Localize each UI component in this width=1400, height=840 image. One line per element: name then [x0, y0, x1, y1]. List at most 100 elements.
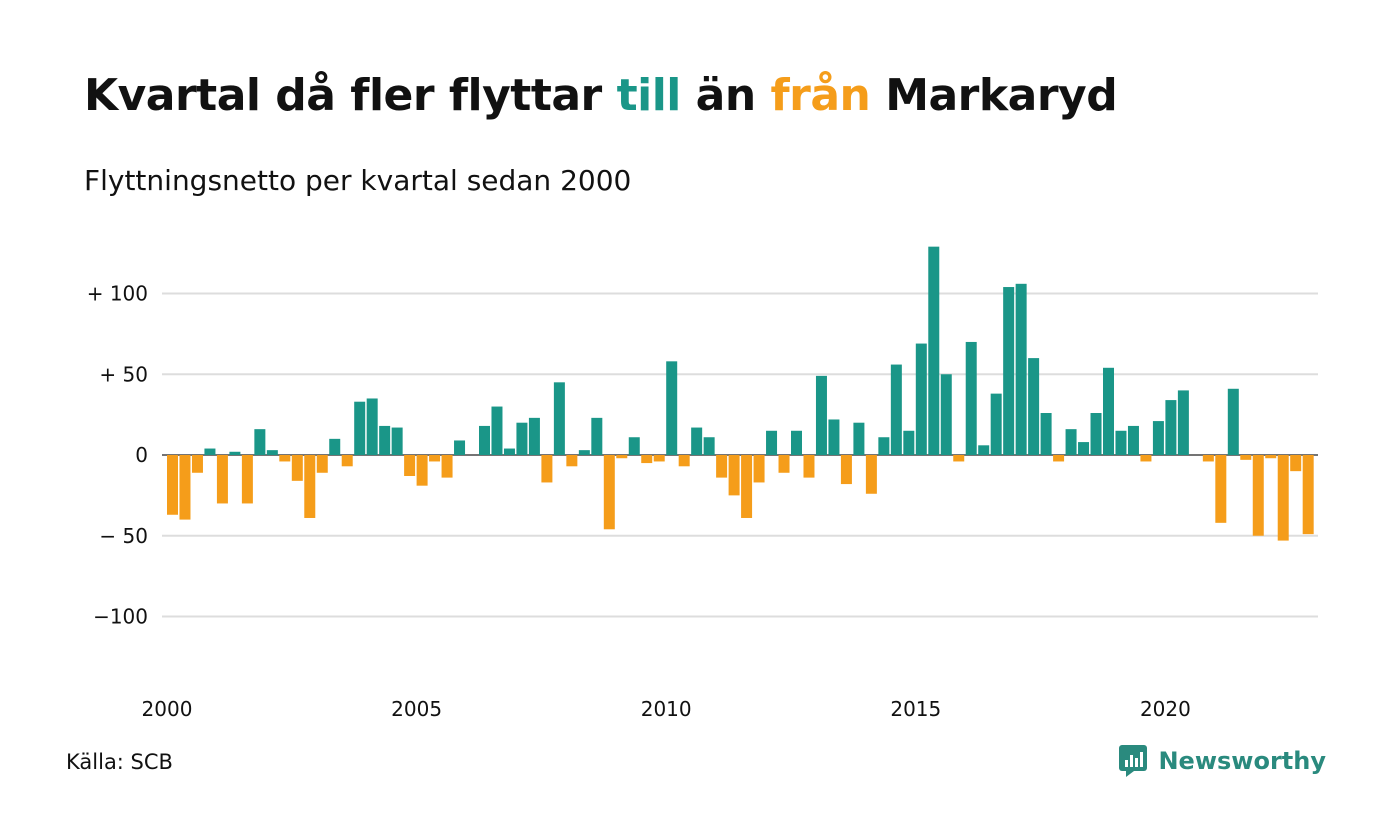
- bar: [691, 427, 703, 455]
- bar: [541, 455, 553, 483]
- bar: [716, 455, 728, 478]
- bar: [1152, 421, 1164, 455]
- bar: [229, 451, 241, 455]
- bar: [503, 448, 515, 455]
- bar: [1252, 455, 1264, 536]
- bar: [241, 455, 253, 504]
- title-till-highlight: till: [616, 70, 682, 121]
- bar: [416, 455, 428, 486]
- y-tick-label: 0: [135, 443, 148, 467]
- bar: [216, 455, 228, 504]
- bar: [341, 455, 353, 467]
- bar: [1103, 367, 1114, 455]
- bar: [803, 455, 815, 478]
- bar: [865, 455, 877, 494]
- bar: [940, 374, 952, 455]
- x-tick-label: 2010: [641, 697, 692, 721]
- bar: [279, 455, 291, 462]
- bar: [666, 361, 678, 455]
- bar: [479, 425, 490, 455]
- bar: [516, 422, 528, 455]
- bar: [815, 375, 827, 456]
- bar: [1065, 429, 1077, 455]
- bar: [1140, 455, 1152, 462]
- bar: [728, 455, 740, 496]
- bar: [965, 341, 977, 455]
- bar: [1265, 455, 1277, 459]
- bar: [890, 364, 902, 455]
- bar: [628, 437, 640, 456]
- bar: [566, 455, 578, 467]
- chart-subtitle: Flyttningsnetto per kvartal sedan 2000: [84, 164, 632, 197]
- bar: [553, 382, 565, 455]
- bar: [266, 450, 278, 455]
- bar: [678, 455, 690, 467]
- bar: [878, 437, 890, 456]
- bar: [1053, 455, 1065, 462]
- bar: [1302, 455, 1314, 535]
- bar: [903, 430, 915, 455]
- bar: [1127, 425, 1139, 455]
- bar: [1040, 413, 1052, 455]
- bar: [1227, 388, 1239, 455]
- bar: [429, 455, 441, 462]
- bar: [1215, 455, 1227, 523]
- bar: [978, 445, 990, 455]
- title-part-3: Markaryd: [870, 70, 1118, 121]
- bar: [591, 417, 603, 456]
- bar: [653, 455, 665, 462]
- bar: [167, 455, 178, 515]
- x-tick-label: 2000: [142, 697, 193, 721]
- bar: [179, 455, 191, 520]
- bar: [928, 246, 940, 455]
- bar: [454, 440, 466, 455]
- y-tick-label: + 50: [99, 362, 148, 386]
- bar: [1277, 455, 1289, 541]
- bar: [578, 450, 590, 455]
- bar: [254, 429, 266, 455]
- axis-label-layer: + 100 + 50 0 − 50 −100 2000 2005 2010 2015 2020: [87, 282, 1191, 722]
- bar: [778, 455, 790, 473]
- bar: [1015, 283, 1027, 455]
- bar: [840, 455, 852, 485]
- bar: [391, 427, 403, 455]
- bar: [329, 438, 341, 455]
- bar: [753, 455, 765, 483]
- bar: [291, 455, 303, 481]
- y-tick-label: − 50: [99, 524, 148, 548]
- bar-layer: [167, 246, 1314, 541]
- x-tick-label: 2005: [391, 697, 442, 721]
- bar: [1177, 390, 1189, 455]
- title-part-2: än: [680, 70, 771, 121]
- bar: [204, 448, 216, 455]
- y-tick-label: −100: [93, 605, 148, 629]
- bar: [366, 398, 378, 455]
- bar: [304, 455, 316, 518]
- bar: [1165, 400, 1177, 455]
- bar: [1240, 455, 1252, 460]
- bar: [1028, 358, 1040, 455]
- bar: [1090, 413, 1102, 455]
- bar: [703, 437, 715, 456]
- x-tick-label: 2015: [890, 697, 941, 721]
- bar: [491, 406, 503, 455]
- bar: [616, 455, 628, 459]
- bar: [791, 430, 802, 455]
- bar: [741, 455, 753, 518]
- bar: [915, 343, 927, 455]
- bar: [828, 419, 840, 455]
- bar: [1290, 455, 1302, 472]
- brand-name: Newsworthy: [1158, 747, 1326, 775]
- bar: [1078, 442, 1090, 455]
- y-tick-label: + 100: [87, 282, 148, 306]
- title-fran-highlight: från: [770, 70, 871, 121]
- bar: [853, 422, 865, 455]
- bar: [441, 455, 453, 478]
- bar: [379, 425, 391, 455]
- bar: [1202, 455, 1214, 462]
- bar: [766, 430, 778, 455]
- chart-title: Kvartal då fler flyttar till än från Mar…: [84, 70, 1118, 121]
- source-note: Källa: SCB: [66, 750, 173, 774]
- brand: Newsworthy: [1118, 744, 1326, 778]
